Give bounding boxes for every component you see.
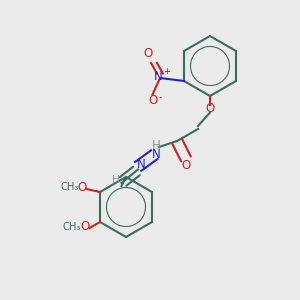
Text: CH₃: CH₃ bbox=[61, 182, 79, 193]
Text: H: H bbox=[152, 139, 160, 152]
Text: O: O bbox=[77, 181, 87, 194]
Text: O: O bbox=[143, 47, 153, 61]
Text: N: N bbox=[136, 158, 146, 172]
Text: O: O bbox=[206, 101, 214, 115]
Text: O: O bbox=[80, 220, 90, 233]
Text: O: O bbox=[148, 94, 157, 107]
Text: N: N bbox=[154, 70, 163, 83]
Text: N: N bbox=[152, 148, 160, 161]
Text: +: + bbox=[163, 67, 170, 76]
Text: H: H bbox=[112, 175, 119, 185]
Text: O: O bbox=[182, 159, 190, 172]
Text: -: - bbox=[158, 93, 162, 102]
Text: CH₃: CH₃ bbox=[62, 221, 81, 232]
